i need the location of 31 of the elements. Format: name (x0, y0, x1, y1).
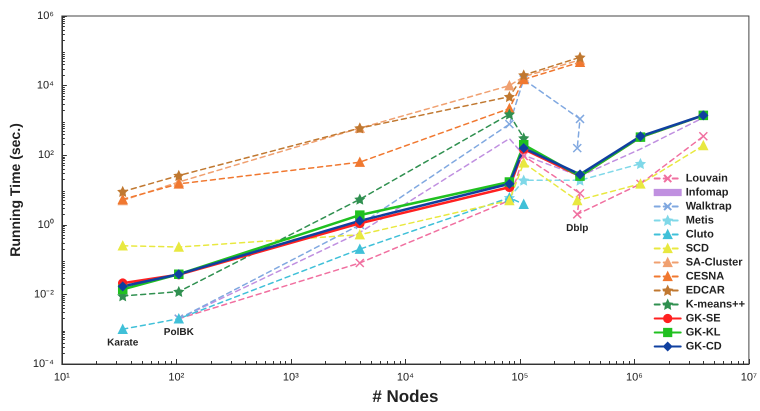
legend-label: Metis (686, 214, 714, 226)
y-tick-label: 10⁻² (34, 288, 54, 300)
legend-label: GK-SE (686, 312, 721, 324)
y-tick-label: 10⁴ (36, 80, 54, 92)
legend-label: CESNA (686, 270, 724, 282)
y-tick-label: 10² (38, 149, 54, 162)
x-tick-label: 10⁵ (511, 372, 528, 384)
y-tick-label: 10⁻⁴ (32, 358, 54, 370)
legend-label: Cluto (686, 228, 714, 240)
legend-label: GK-CD (686, 340, 722, 352)
y-tick-label: 10⁰ (38, 218, 54, 231)
legend-label: K-means++ (686, 298, 746, 310)
x-tick-label: 10⁶ (626, 372, 643, 384)
x-tick-label: 10¹ (54, 372, 70, 384)
y-axis-title: Running Time (sec.) (7, 123, 23, 257)
legend-label: EDCAR (686, 284, 725, 296)
annotation: PolBK (164, 327, 195, 338)
legend-label: GK-KL (686, 326, 721, 338)
x-tick-label: 10⁴ (396, 372, 414, 384)
x-tick-label: 10³ (282, 372, 300, 384)
legend-label: Infomap (686, 186, 729, 198)
y-tick-label: 10⁶ (37, 10, 54, 22)
legend-label: SA-Cluster (686, 256, 744, 268)
legend-label: Louvain (686, 172, 728, 184)
annotation: Karate (107, 338, 139, 349)
legend-label: Walktrap (686, 200, 732, 212)
x-tick-label: 10² (168, 372, 185, 384)
x-tick-label: 10⁷ (740, 372, 758, 384)
annotation: Dblp (566, 222, 588, 234)
x-axis-title: # Nodes (372, 387, 438, 406)
legend-label: SCD (686, 242, 709, 254)
